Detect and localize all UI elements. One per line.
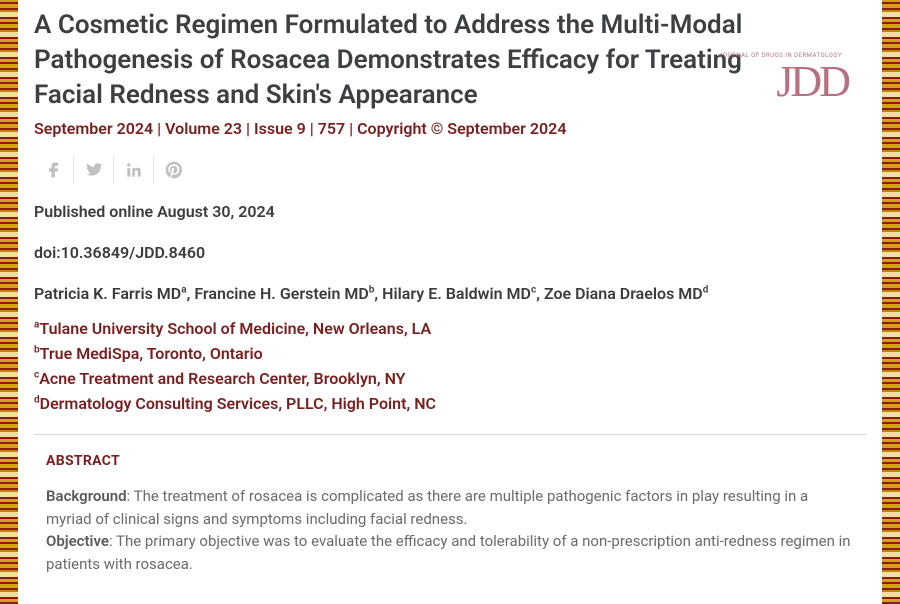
affiliation: dDermatology Consulting Services, PLLC, … [34, 392, 866, 417]
twitter-icon[interactable] [74, 156, 114, 184]
affiliation: bTrue MediSpa, Toronto, Ontario [34, 342, 866, 367]
author: Zoe Diana Draelos MDd [544, 284, 708, 303]
decorative-border-left [0, 0, 18, 604]
author: Patricia K. Farris MDa [34, 284, 187, 303]
abstract-section: ABSTRACT Background: The treatment of ro… [34, 434, 866, 575]
author: Hilary E. Baldwin MDc [382, 284, 536, 303]
affiliation-list: aTulane University School of Medicine, N… [34, 317, 866, 416]
published-date: Published online August 30, 2024 [34, 202, 866, 221]
affiliation: aTulane University School of Medicine, N… [34, 317, 866, 342]
affiliation: cAcne Treatment and Research Center, Bro… [34, 367, 866, 392]
abstract-body: Background: The treatment of rosacea is … [46, 485, 854, 575]
author-list: Patricia K. Farris MDa, Francine H. Gers… [34, 284, 866, 303]
pinterest-icon[interactable] [154, 156, 194, 184]
linkedin-icon[interactable] [114, 156, 154, 184]
facebook-icon[interactable] [34, 156, 74, 184]
issue-meta: September 2024 | Volume 23 | Issue 9 | 7… [34, 119, 866, 138]
author: Francine H. Gerstein MDb [194, 284, 374, 303]
abstract-heading: ABSTRACT [46, 453, 854, 469]
decorative-border-right [882, 0, 900, 604]
social-share-bar [34, 156, 866, 184]
article-title: A Cosmetic Regimen Formulated to Address… [34, 8, 866, 113]
journal-logo: JDD [776, 60, 848, 104]
doi: doi:10.36849/JDD.8460 [34, 243, 866, 262]
abstract-paragraph: Background: The treatment of rosacea is … [46, 485, 854, 530]
abstract-paragraph: Objective: The primary objective was to … [46, 530, 854, 575]
article-content: A Cosmetic Regimen Formulated to Address… [18, 0, 882, 604]
